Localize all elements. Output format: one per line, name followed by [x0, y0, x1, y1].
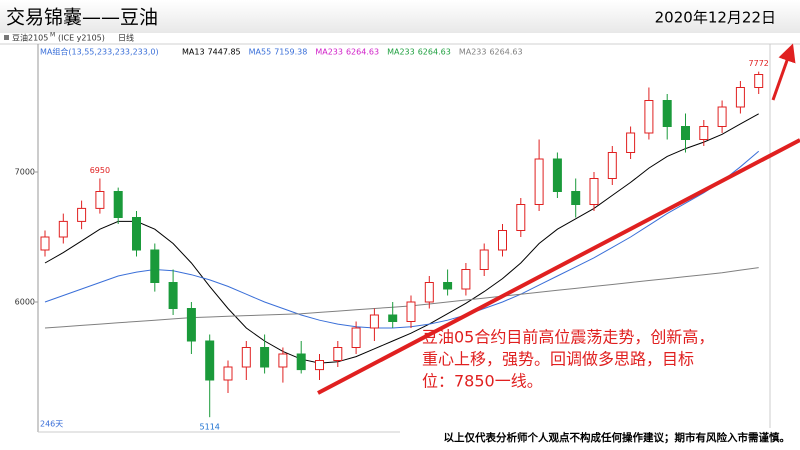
candle-body	[113, 191, 123, 218]
legend-name: MA233	[387, 48, 415, 57]
candle-body	[388, 314, 398, 322]
candle-body	[589, 178, 599, 205]
candle-body	[315, 360, 324, 371]
candle-body	[424, 282, 434, 303]
candle-body	[754, 74, 764, 88]
candle-body	[241, 347, 251, 368]
candle-body	[260, 347, 270, 368]
legend-name: MA13	[182, 48, 205, 57]
period-count: 246天	[40, 420, 63, 429]
candle-body	[132, 217, 141, 251]
toolbar-symbol: 豆油2105	[12, 33, 48, 43]
low-label: 5114	[200, 423, 220, 432]
candle-body	[534, 158, 544, 205]
y-tick-label: 6000	[15, 298, 35, 307]
candle-body	[443, 282, 453, 290]
candle-body	[58, 220, 68, 238]
candle-body	[223, 366, 233, 381]
candle-body	[461, 269, 471, 290]
high-label: 6950	[90, 166, 110, 175]
candle-body	[699, 126, 709, 140]
candle-body	[278, 353, 288, 368]
candle-body	[168, 282, 178, 309]
candle-body	[662, 100, 672, 127]
annotation-line: 位：7850一线。	[422, 372, 543, 391]
candle-body	[717, 106, 727, 127]
candle-body	[626, 132, 636, 153]
candle-body	[40, 236, 50, 251]
candle-body	[735, 87, 745, 108]
candle-body	[571, 191, 581, 205]
legend-value: 7159.38	[274, 48, 307, 57]
disclaimer: 以上仅代表分析师个人观点不构成任何操作建议；期市有风险入市需谨慎。	[444, 431, 791, 444]
indicator-name: MA组合(13,55,233,233,233,0)	[40, 47, 159, 57]
candle-body	[479, 249, 489, 270]
candle-body	[205, 340, 215, 381]
candle-body	[369, 314, 379, 329]
candle-body	[406, 301, 416, 322]
ma-line	[44, 150, 760, 329]
toolbar-period[interactable]: 日线	[118, 33, 134, 43]
trend-line	[317, 138, 800, 395]
candle-body	[77, 207, 87, 222]
header-bar	[0, 0, 800, 33]
candle-body	[498, 230, 507, 251]
header-title: 交易锦囊——豆油	[6, 7, 158, 29]
up-arrow	[771, 43, 796, 101]
legend-value: 7447.85	[208, 48, 241, 57]
candle-body	[95, 191, 105, 209]
candle-body	[516, 204, 526, 231]
annotation-line: 豆油05合约目前高位震荡走势，创新高，	[422, 328, 714, 347]
ma-line	[44, 267, 759, 329]
legend-name: MA233	[459, 48, 487, 57]
annotation: 豆油05合约目前高位震荡走势，创新高， 重心上移，强势。回调做多思路，目标 位：…	[422, 328, 714, 391]
toolbar-icon	[4, 35, 9, 40]
legend-value: 6264.63	[489, 48, 522, 57]
candle-body	[607, 152, 617, 179]
disclaimer-bg	[400, 428, 800, 450]
candle-body	[644, 100, 654, 134]
legend-name: MA55	[249, 48, 272, 57]
legend-name: MA233	[315, 48, 343, 57]
candle-body	[296, 353, 306, 371]
candle-body	[351, 327, 361, 348]
candle-body	[552, 158, 562, 192]
ma-line	[44, 113, 759, 364]
candle-body	[333, 347, 343, 361]
legend-value: 6264.63	[346, 48, 379, 57]
candle-body	[186, 308, 196, 342]
header-date: 2020年12月22日	[655, 9, 776, 27]
legend-value: 6264.63	[418, 48, 451, 57]
y-tick-label: 7000	[15, 168, 35, 177]
toolbar-code: (ICE y2105)	[58, 34, 105, 43]
annotation-line: 重心上移，强势。回调做多思路，目标	[422, 350, 694, 369]
candle-body	[681, 126, 690, 140]
candle-body	[150, 249, 160, 283]
high-label: 7772	[749, 59, 769, 68]
toolbar-suffix: M	[50, 32, 55, 39]
